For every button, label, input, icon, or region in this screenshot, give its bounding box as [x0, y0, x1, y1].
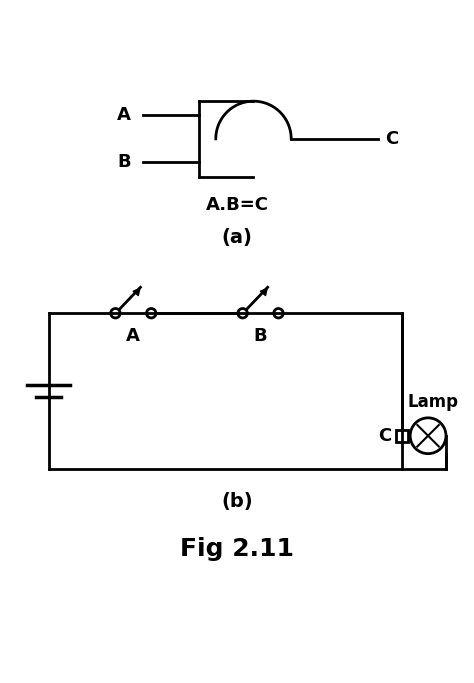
Text: B: B: [254, 327, 267, 346]
Text: A.B=C: A.B=C: [206, 196, 268, 214]
Bar: [396, 430, 408, 442]
Text: C: C: [385, 130, 399, 148]
Text: C: C: [378, 427, 392, 445]
Text: (a): (a): [221, 228, 253, 247]
Text: A: A: [127, 327, 140, 346]
Text: (b): (b): [221, 492, 253, 511]
Text: B: B: [118, 154, 131, 171]
Text: Fig 2.11: Fig 2.11: [180, 537, 294, 561]
Text: Lamp: Lamp: [407, 393, 458, 410]
Text: A: A: [117, 107, 131, 124]
